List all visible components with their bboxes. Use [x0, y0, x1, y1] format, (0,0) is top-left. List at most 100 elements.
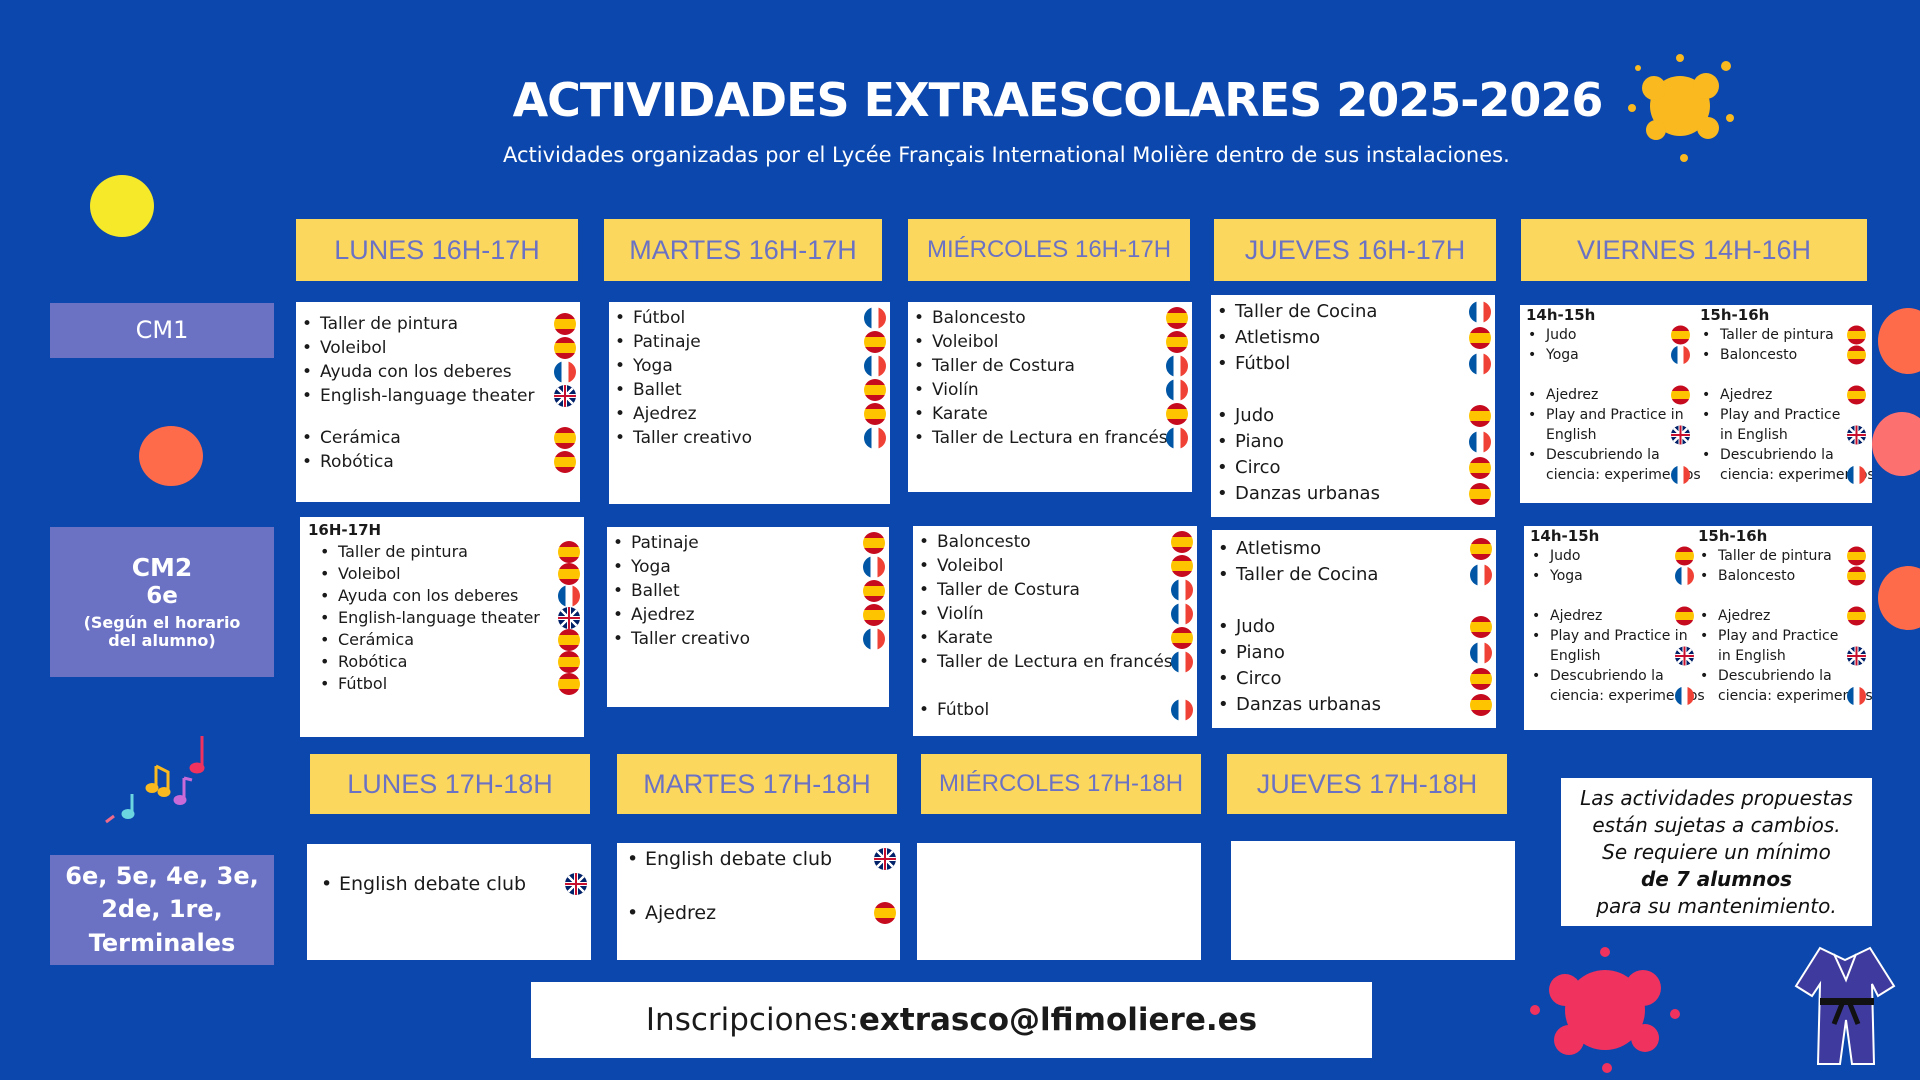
music-notes-icon: [105, 736, 205, 824]
france-flag-icon: [1469, 353, 1491, 375]
activity-item: Robótica: [296, 450, 580, 474]
france-flag-icon: [1671, 345, 1690, 365]
spain-flag-icon: [863, 604, 885, 626]
france-flag-icon: [1171, 579, 1193, 601]
day-header-miercoles-17h: MIÉRCOLES 17H-18H: [921, 754, 1201, 814]
activity-label: Judo: [1546, 327, 1577, 343]
uk-flag-icon: [1847, 646, 1866, 666]
activity-list: Baloncesto Voleibol Taller de Costura Violí…: [913, 530, 1197, 722]
activity-item: ciencia: experimentos: [1696, 465, 1872, 485]
france-flag-icon: [1671, 465, 1690, 485]
level-cm1-text: CM1: [135, 316, 189, 345]
activity-label: Ajedrez: [633, 404, 697, 424]
activity-item: Descubriendo la: [1696, 445, 1870, 465]
activity-item: English: [1522, 425, 1694, 445]
activity-label: ciencia: experimentos: [1546, 467, 1701, 483]
activity-label: ciencia: experimentos: [1720, 467, 1872, 483]
activity-item: Circo: [1211, 455, 1495, 481]
page-title: ACTIVIDADES EXTRAESCOLARES 2025-2026: [512, 73, 1604, 127]
spain-flag-icon: [558, 651, 580, 673]
activity-label: Play and Practice in: [1550, 628, 1688, 644]
spain-flag-icon: [1847, 325, 1866, 345]
activity-label: Play and Practice: [1720, 407, 1841, 423]
activity-label: Baloncesto: [1720, 347, 1798, 363]
cm2-martes-box: Patinaje Yoga Ballet Ajedrez Taller creativo: [607, 527, 889, 707]
activity-item: Fútbol: [314, 673, 584, 695]
activity-item: English-language theater: [296, 384, 580, 408]
activity-item: English debate club: [315, 870, 591, 898]
activity-label: Taller de Costura: [937, 580, 1080, 600]
activity-label: Taller creativo: [631, 629, 750, 649]
viernes-hour-15h: 15h-16h: [1700, 306, 1770, 324]
activity-label: Fútbol: [937, 700, 990, 720]
activity-label: Violín: [937, 604, 984, 624]
france-flag-icon: [1171, 603, 1193, 625]
judo-uniform-icon: [1794, 946, 1896, 1065]
cm2-jueves-box: Atletismo Taller de Cocina Judo Piano Circo D…: [1212, 530, 1496, 728]
spain-flag-icon: [1470, 694, 1492, 716]
activity-item: Ajedrez: [1522, 385, 1694, 405]
france-flag-icon: [864, 307, 886, 329]
activity-label: Yoga: [1550, 568, 1583, 584]
activity-item: Judo: [1522, 325, 1694, 345]
activity-label: Ayuda con los deberes: [338, 586, 519, 605]
activity-label: Taller de Costura: [932, 356, 1075, 376]
activity-label: Voleibol: [338, 564, 401, 583]
activity-label: Fútbol: [633, 308, 686, 328]
spain-flag-icon: [1847, 606, 1866, 626]
activity-item: Fútbol: [609, 306, 890, 330]
day-header-lunes-17h: LUNES 17H-18H: [310, 754, 590, 814]
level-note-line2: del alumno): [108, 630, 216, 650]
activity-label: in English: [1720, 427, 1788, 443]
sec-jueves-box: [1231, 841, 1515, 960]
activity-list: Fútbol Patinaje Yoga Ballet Ajedrez Taller cr…: [609, 306, 890, 450]
activity-list: Judo Yoga Ajedrez Play and Practice in Engli…: [1522, 325, 1701, 485]
activity-label: Ajedrez: [1720, 387, 1773, 403]
activity-item: Judo: [1526, 546, 1698, 566]
activity-label: Atletismo: [1235, 327, 1321, 348]
spain-flag-icon: [1171, 555, 1193, 577]
activity-label: Cerámica: [338, 630, 415, 649]
activity-label: Taller de Cocina: [1236, 564, 1379, 585]
activity-label: Voleibol: [932, 332, 999, 352]
activity-label: Ajedrez: [631, 605, 695, 625]
activity-label: ciencia: experimentos: [1718, 688, 1872, 704]
activity-label: Descubriendo la: [1546, 447, 1660, 463]
activity-item: Voleibol: [913, 554, 1197, 578]
spain-flag-icon: [1470, 538, 1492, 560]
uk-flag-icon: [1675, 646, 1694, 666]
page-subtitle: Actividades organizadas por el Lycée Fra…: [503, 143, 1510, 167]
activity-label: English-language theater: [320, 386, 535, 406]
orange-dot-decoration: [139, 426, 203, 486]
level-secondary-line1: 6e, 5e, 4e, 3e,: [65, 861, 259, 890]
activity-list: English debate club Ajedrez: [617, 845, 900, 927]
registration-email-link[interactable]: extrasco@lfimoliere.es: [858, 1002, 1258, 1038]
sec-martes-box: English debate club Ajedrez: [617, 843, 900, 960]
activity-item: Judo: [1211, 403, 1495, 429]
activity-item: English-language theater: [314, 607, 584, 629]
activity-item: Piano: [1212, 640, 1496, 666]
spain-flag-icon: [1671, 325, 1690, 345]
activity-label: Circo: [1236, 668, 1282, 689]
activity-label: English: [1550, 648, 1601, 664]
activity-item: Yoga: [1522, 345, 1694, 365]
yellow-dot-decoration: [90, 175, 154, 237]
activity-label: Ajedrez: [1546, 387, 1599, 403]
activity-list: Taller de Cocina Atletismo Fútbol Judo Piano…: [1211, 299, 1495, 507]
spain-flag-icon: [1847, 566, 1866, 586]
uk-flag-icon: [874, 848, 896, 870]
spain-flag-icon: [1166, 403, 1188, 425]
activity-list: Taller de pintura Voleibol Ayuda con los d…: [296, 312, 580, 474]
uk-flag-icon: [1671, 425, 1690, 445]
activity-label: Violín: [932, 380, 979, 400]
level-secondary-line3: Terminales: [88, 928, 236, 957]
activity-label: Play and Practice in: [1546, 407, 1684, 423]
france-flag-icon: [1675, 686, 1694, 706]
notice-box: Las actividades propuestas están sujetas…: [1561, 778, 1872, 926]
activity-label: Piano: [1236, 642, 1285, 663]
spain-flag-icon: [863, 580, 885, 602]
activity-list: Judo Yoga Ajedrez Play and Practice in Engli…: [1526, 546, 1705, 706]
activity-label: English-language theater: [338, 608, 540, 627]
viernes-hour-15h: 15h-16h: [1698, 527, 1768, 545]
activity-label: Descubriendo la: [1720, 447, 1834, 463]
